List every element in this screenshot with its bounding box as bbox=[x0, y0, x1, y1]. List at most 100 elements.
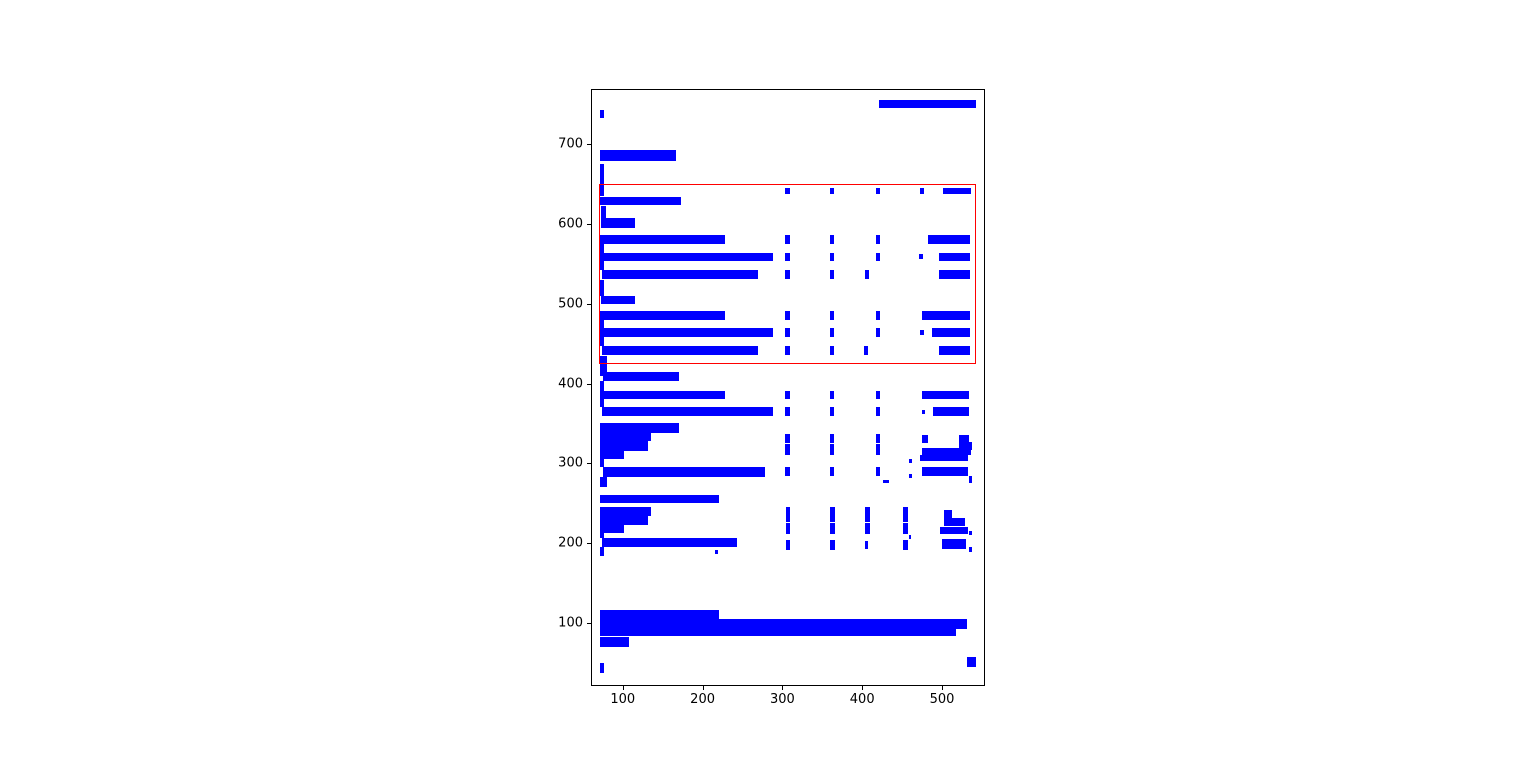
data-rect bbox=[601, 206, 607, 228]
data-rect bbox=[922, 434, 929, 444]
y-tick-label: 300 bbox=[558, 455, 583, 471]
data-rect bbox=[864, 540, 868, 549]
data-rect bbox=[830, 407, 835, 417]
data-rect bbox=[922, 448, 971, 455]
data-rect bbox=[600, 637, 630, 648]
data-rect bbox=[600, 310, 725, 320]
data-rect bbox=[863, 345, 868, 355]
data-rect bbox=[600, 507, 651, 517]
data-rect bbox=[600, 441, 649, 451]
y-tick-mark bbox=[587, 383, 591, 385]
data-rect bbox=[600, 628, 956, 636]
data-rect bbox=[600, 609, 719, 620]
data-rect bbox=[600, 355, 607, 376]
data-rect bbox=[600, 476, 607, 487]
data-rect bbox=[600, 234, 725, 244]
data-rect bbox=[601, 295, 635, 304]
data-rect bbox=[875, 390, 880, 400]
data-rect bbox=[938, 270, 970, 279]
data-rect bbox=[602, 407, 773, 417]
data-rect bbox=[864, 270, 869, 279]
data-rect bbox=[600, 196, 682, 206]
x-tick-label: 100 bbox=[610, 692, 636, 707]
data-rect bbox=[600, 261, 605, 271]
data-rect bbox=[966, 657, 977, 668]
data-rect bbox=[602, 345, 758, 355]
y-tick-label: 600 bbox=[558, 216, 583, 232]
data-rect bbox=[922, 390, 970, 400]
data-rect bbox=[969, 476, 973, 484]
data-rect bbox=[875, 433, 880, 444]
data-rect bbox=[600, 319, 605, 329]
data-rect bbox=[830, 328, 835, 338]
y-tick-label: 200 bbox=[558, 535, 583, 551]
data-rect bbox=[830, 234, 835, 244]
highlight-rect bbox=[599, 183, 976, 364]
data-rect bbox=[909, 473, 912, 478]
y-tick-mark bbox=[587, 623, 591, 625]
data-rect bbox=[830, 540, 836, 550]
data-rect bbox=[784, 444, 790, 456]
data-rect bbox=[785, 540, 791, 550]
data-rect bbox=[969, 531, 973, 536]
x-tick-mark bbox=[862, 686, 864, 690]
data-rect bbox=[600, 109, 605, 119]
y-tick-mark bbox=[587, 143, 591, 145]
data-rect bbox=[830, 523, 836, 535]
y-tick-mark bbox=[587, 463, 591, 465]
x-tick-mark bbox=[942, 686, 944, 690]
data-rect bbox=[875, 252, 880, 262]
data-rect bbox=[600, 381, 605, 391]
data-rect bbox=[601, 218, 635, 228]
data-rect bbox=[600, 328, 773, 338]
y-tick-label: 500 bbox=[558, 296, 583, 312]
data-rect bbox=[830, 252, 835, 262]
data-rect bbox=[939, 527, 969, 535]
data-rect bbox=[865, 507, 871, 523]
data-rect bbox=[922, 467, 969, 477]
data-rect bbox=[784, 234, 790, 244]
data-rect bbox=[785, 507, 791, 523]
data-rect bbox=[865, 523, 871, 534]
data-rect bbox=[830, 390, 835, 400]
data-rect bbox=[784, 407, 790, 417]
plot-area bbox=[591, 89, 985, 686]
data-rect bbox=[942, 539, 966, 549]
data-rect bbox=[600, 532, 605, 538]
data-rect bbox=[600, 279, 605, 296]
data-rect bbox=[600, 516, 649, 525]
data-rect bbox=[920, 329, 925, 335]
data-rect bbox=[784, 390, 790, 400]
data-rect bbox=[600, 390, 725, 400]
data-rect bbox=[600, 663, 604, 674]
data-rect bbox=[902, 540, 908, 550]
x-tick-mark bbox=[622, 686, 624, 690]
y-tick-mark bbox=[587, 543, 591, 545]
data-rect bbox=[600, 433, 651, 441]
data-rect bbox=[785, 523, 791, 535]
data-rect bbox=[830, 310, 835, 320]
data-rect bbox=[875, 407, 880, 417]
data-rect bbox=[875, 444, 880, 456]
data-rect bbox=[600, 619, 967, 629]
data-rect bbox=[922, 310, 970, 320]
data-rect bbox=[927, 234, 970, 244]
data-rect bbox=[875, 234, 880, 244]
data-rect bbox=[600, 459, 605, 468]
x-tick-mark bbox=[782, 686, 784, 690]
data-rect bbox=[830, 467, 835, 477]
data-rect bbox=[602, 270, 758, 279]
data-rect bbox=[784, 187, 790, 195]
x-tick-label: 400 bbox=[849, 692, 875, 707]
data-rect bbox=[600, 524, 624, 533]
data-rect bbox=[602, 537, 737, 548]
data-rect bbox=[958, 434, 970, 444]
y-tick-label: 400 bbox=[558, 376, 583, 391]
data-rect bbox=[714, 549, 718, 555]
data-rect bbox=[602, 467, 765, 477]
data-rect bbox=[830, 345, 835, 355]
data-rect bbox=[784, 270, 790, 279]
data-rect bbox=[922, 409, 926, 414]
data-rect bbox=[784, 345, 790, 355]
